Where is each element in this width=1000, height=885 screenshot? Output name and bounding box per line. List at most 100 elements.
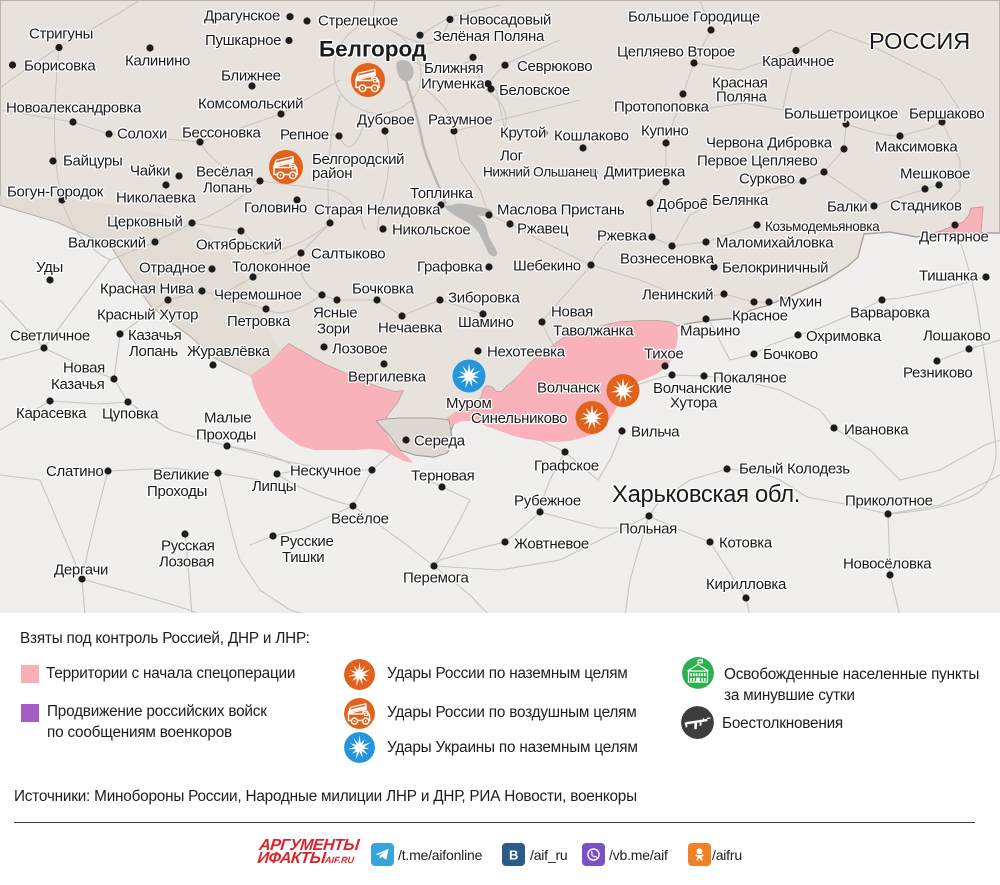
svg-text:Рубежное: Рубежное	[514, 492, 581, 509]
svg-text:Сурково: Сурково	[739, 170, 795, 187]
svg-text:Стригуны: Стригуны	[29, 25, 93, 42]
svg-text:Котовка: Котовка	[719, 534, 773, 551]
svg-text:Резниково: Резниково	[903, 364, 972, 381]
svg-text:Бершаково: Бершаково	[909, 105, 984, 122]
svg-text:Русские: Русские	[280, 533, 334, 550]
svg-text:Польная: Польная	[619, 520, 677, 537]
svg-text:Вергилевка: Вергилевка	[348, 368, 427, 385]
svg-text:Цуповка: Цуповка	[102, 405, 159, 422]
svg-text:Крутой: Крутой	[500, 124, 546, 141]
svg-text:Белый Колодезь: Белый Колодезь	[739, 460, 850, 477]
svg-text:Шамино: Шамино	[458, 314, 514, 331]
svg-text:Разумное: Разумное	[428, 111, 493, 128]
svg-text:Проходы: Проходы	[196, 426, 256, 443]
svg-text:Черемошное: Черемошное	[214, 286, 302, 303]
svg-text:Дегтярное: Дегтярное	[919, 228, 989, 245]
svg-text:Николаевка: Николаевка	[116, 189, 197, 206]
svg-text:Перемога: Перемога	[403, 569, 470, 586]
svg-text:Борисовка: Борисовка	[24, 57, 96, 74]
svg-text:Охримовка: Охримовка	[806, 328, 882, 345]
svg-text:Репное: Репное	[280, 126, 329, 143]
svg-text:Красная Нива: Красная Нива	[100, 280, 195, 297]
svg-text:Большетроицкое: Большетроицкое	[784, 105, 898, 122]
svg-text:Тишанка: Тишанка	[919, 267, 979, 284]
svg-text:Солохи: Солохи	[117, 125, 167, 142]
svg-text:Новосадовый: Новосадовый	[459, 11, 551, 28]
svg-text:Светличное: Светличное	[10, 327, 90, 344]
svg-text:Нечаевка: Нечаевка	[378, 319, 443, 336]
svg-text:Бессоновка: Бессоновка	[182, 124, 261, 141]
svg-text:Мухин: Мухин	[779, 293, 822, 310]
svg-text:Ржевка: Ржевка	[597, 227, 648, 244]
svg-text:Белокриничный: Белокриничный	[722, 259, 828, 276]
svg-text:Цепляево Второе: Цепляево Второе	[617, 43, 735, 60]
svg-text:район: район	[312, 165, 352, 182]
svg-text:Лошаково: Лошаково	[923, 327, 990, 344]
svg-text:Никольское: Никольское	[392, 221, 470, 238]
svg-text:Слатино: Слатино	[46, 463, 103, 480]
svg-text:Графовка: Графовка	[417, 258, 483, 275]
svg-text:Новая: Новая	[551, 303, 593, 320]
svg-text:Зиборовка: Зиборовка	[448, 289, 521, 306]
svg-text:Бочковка: Бочковка	[352, 280, 415, 297]
svg-text:Маломихайловка: Маломихайловка	[716, 234, 834, 251]
svg-text:Терновая: Терновая	[411, 467, 475, 484]
svg-text:Игуменка: Игуменка	[421, 76, 485, 93]
svg-text:Головино: Головино	[244, 199, 307, 216]
svg-text:Шебекино: Шебекино	[513, 257, 581, 274]
svg-text:Кирилловка: Кирилловка	[706, 576, 787, 593]
svg-text:Тихое: Тихое	[644, 345, 683, 362]
svg-text:Казачья: Казачья	[51, 376, 105, 393]
svg-text:Нехотеевка: Нехотеевка	[487, 343, 566, 360]
svg-text:Тишки: Тишки	[282, 549, 324, 566]
svg-text:Хутора: Хутора	[670, 394, 718, 411]
svg-text:Козьмодемьяновка: Козьмодемьяновка	[765, 219, 880, 234]
svg-text:Великие: Великие	[153, 466, 209, 483]
svg-text:Волчанские: Волчанские	[653, 380, 732, 397]
svg-text:Новосёловка: Новосёловка	[843, 555, 932, 572]
svg-text:Большое Городище: Большое Городище	[628, 8, 760, 25]
svg-text:Ясные: Ясные	[313, 304, 357, 321]
svg-text:Покаляное: Покаляное	[713, 369, 787, 386]
svg-text:РОССИЯ: РОССИЯ	[869, 28, 970, 54]
svg-text:Толоконное: Толоконное	[232, 258, 311, 275]
svg-text:Калинино: Калинино	[125, 52, 190, 69]
svg-text:Доброе: Доброе	[657, 196, 708, 213]
svg-text:Красная: Красная	[712, 74, 768, 91]
svg-text:Весёлое: Весёлое	[331, 510, 389, 527]
svg-text:Чайки: Чайки	[130, 162, 170, 179]
svg-text:Максимовка: Максимовка	[875, 138, 958, 155]
svg-text:Лопань: Лопань	[203, 179, 252, 196]
svg-text:Лопань: Лопань	[129, 343, 178, 360]
svg-text:Лозовая: Лозовая	[159, 553, 214, 570]
svg-text:Варваровка: Варваровка	[850, 304, 931, 321]
svg-text:Комсомольский: Комсомольский	[198, 95, 303, 112]
svg-text:B: B	[509, 848, 518, 863]
svg-text:Карасевка: Карасевка	[16, 405, 87, 422]
svg-text:Липцы: Липцы	[252, 478, 296, 495]
svg-text:Богун-Городок: Богун-Городок	[7, 183, 104, 200]
svg-text:Нескучное: Нескучное	[290, 462, 361, 479]
svg-text:Малые: Малые	[204, 409, 251, 426]
svg-text:Казачья: Казачья	[128, 327, 182, 344]
svg-text:Журавлёвка: Журавлёвка	[187, 343, 271, 360]
svg-text:Старая Нелидовка: Старая Нелидовка	[314, 201, 441, 218]
svg-text:Лог: Лог	[500, 147, 524, 164]
svg-text:Белянка: Белянка	[712, 192, 769, 209]
svg-text:Белгород: Белгород	[319, 37, 426, 62]
svg-text:Новоалександровка: Новоалександровка	[6, 99, 142, 116]
svg-text:Бочково: Бочково	[763, 346, 818, 363]
svg-text:Середа: Середа	[414, 432, 466, 449]
svg-text:Таволжанка: Таволжанка	[553, 322, 634, 339]
svg-text:Байцуры: Байцуры	[63, 152, 123, 169]
svg-text:Топлинка: Топлинка	[410, 185, 474, 202]
svg-text:Ивановка: Ивановка	[844, 421, 909, 438]
svg-text:Муром: Муром	[446, 395, 492, 412]
svg-text:Ближнее: Ближнее	[221, 67, 281, 84]
svg-text:Валковский: Валковский	[68, 234, 146, 251]
svg-text:Червона Дибровка: Червона Дибровка	[706, 134, 833, 151]
svg-text:Купино: Купино	[641, 122, 689, 139]
svg-text:Стрелецкое: Стрелецкое	[318, 13, 398, 30]
svg-text:Белгородский: Белгородский	[312, 151, 404, 168]
svg-text:Дубовое: Дубовое	[357, 111, 414, 128]
